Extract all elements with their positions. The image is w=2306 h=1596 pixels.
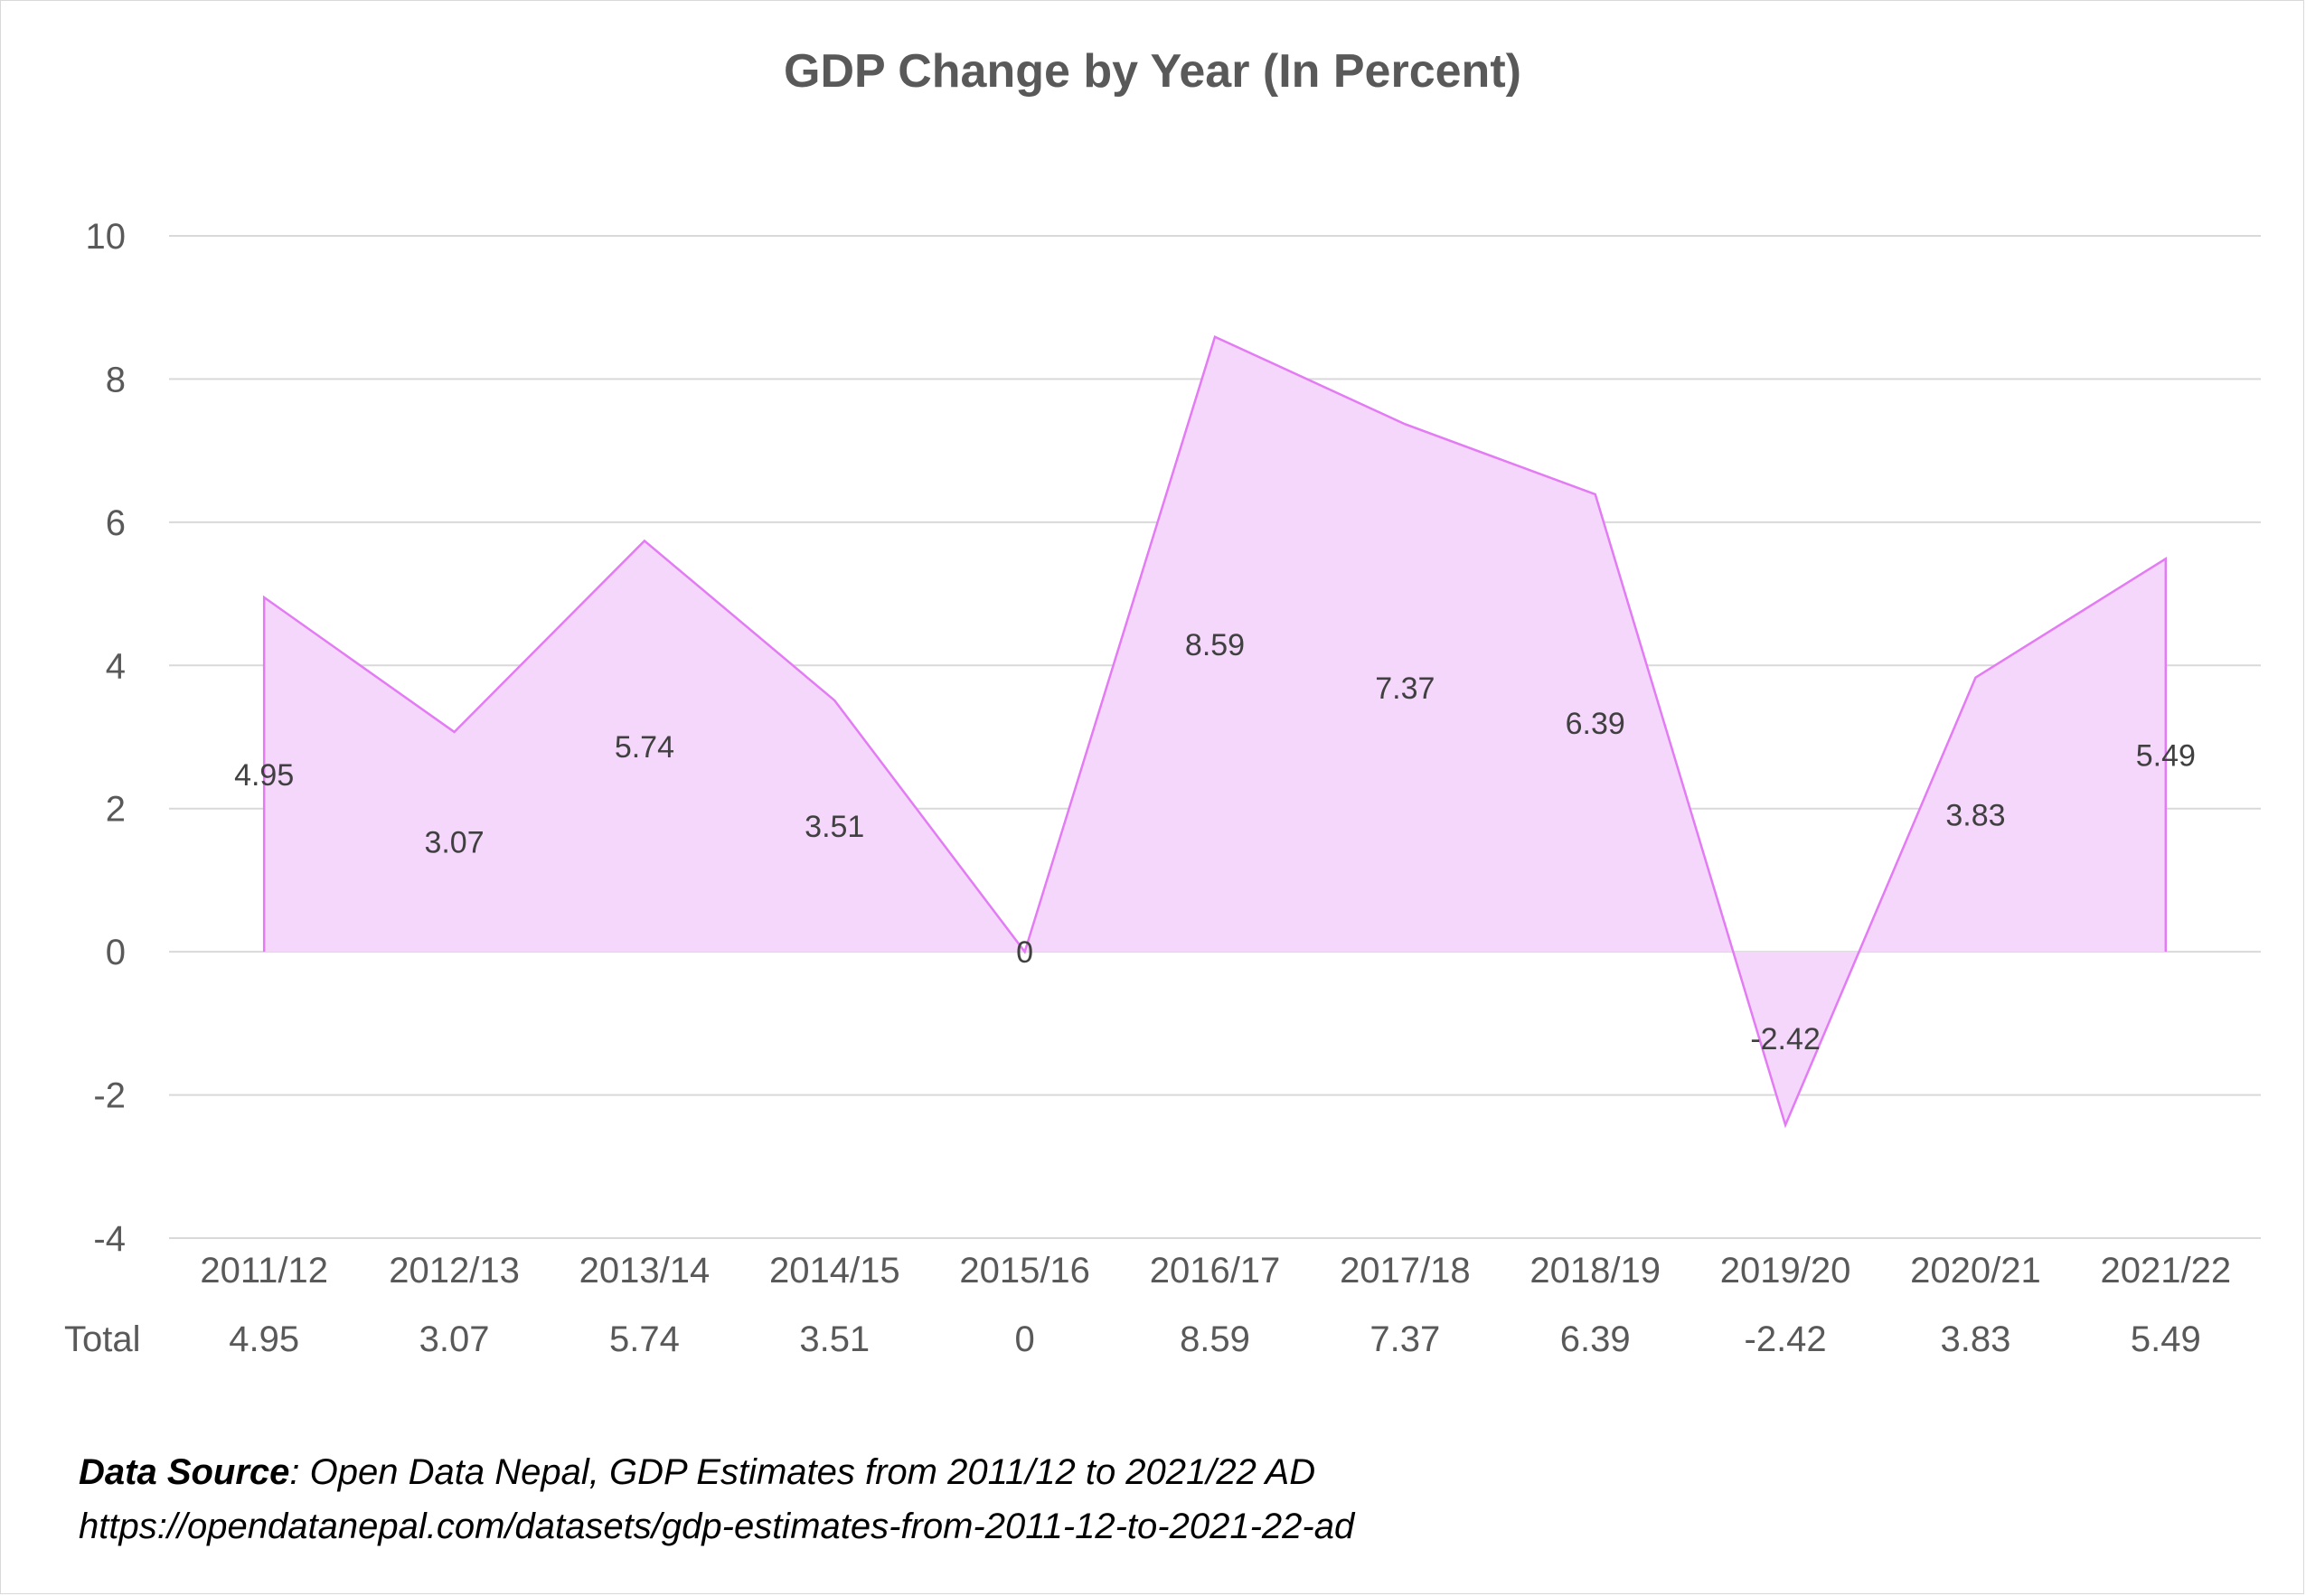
data-label: 3.07 — [424, 826, 484, 860]
data-table-cell: 3.83 — [1941, 1319, 2011, 1359]
data-label: 8.59 — [1185, 628, 1245, 662]
y-tick-label: -2 — [93, 1076, 126, 1116]
x-tick-label: 2017/18 — [1340, 1251, 1471, 1291]
x-tick-label: 2019/20 — [1720, 1251, 1851, 1291]
x-tick-label: 2021/22 — [2101, 1251, 2232, 1291]
data-source-line: Data Source: Open Data Nepal, GDP Estima… — [79, 1445, 2248, 1499]
area-series — [262, 334, 2168, 1129]
data-label: 5.49 — [2136, 739, 2196, 774]
data-source-text: : Open Data Nepal, GDP Estimates from 20… — [289, 1452, 1316, 1492]
data-source-url: https://opendatanepal.com/datasets/gdp-e… — [79, 1507, 1355, 1546]
x-tick-label: 2016/17 — [1150, 1251, 1281, 1291]
x-axis-ticks: 2011/12 2012/13 2013/14 2014/15 2015/16 2016/… — [200, 1251, 2231, 1291]
y-tick-label: 8 — [106, 360, 126, 399]
x-tick-label: 2014/15 — [769, 1251, 900, 1291]
data-label: 4.95 — [234, 758, 294, 793]
area-fill — [264, 336, 2166, 1125]
data-label: 6.39 — [1566, 707, 1625, 741]
data-table: Total 4.95 3.07 5.74 3.51 0 8.59 7.37 6.39 -2.42… — [64, 1319, 2201, 1359]
y-tick-label: 10 — [86, 217, 127, 257]
data-labels: 4.95 3.07 5.74 3.51 0 8.59 7.37 6.39 -2.42 3.83 5.… — [234, 628, 2196, 1056]
data-table-cell: 0 — [1015, 1319, 1035, 1359]
data-table-cell: 4.95 — [229, 1319, 299, 1359]
data-table-cell: 5.49 — [2131, 1319, 2201, 1359]
x-tick-label: 2015/16 — [959, 1251, 1090, 1291]
data-label: 3.83 — [1945, 798, 2005, 832]
data-label: 7.37 — [1375, 671, 1435, 706]
chart-title: GDP Change by Year (In Percent) — [784, 45, 1521, 98]
data-table-cell: 6.39 — [1560, 1319, 1631, 1359]
data-source-note: Data Source: Open Data Nepal, GDP Estima… — [79, 1445, 2248, 1554]
y-axis-ticks: -4 -2 0 2 4 6 8 10 — [86, 217, 127, 1259]
data-table-cell: 3.07 — [419, 1319, 490, 1359]
data-label: -2.42 — [1750, 1022, 1821, 1056]
y-tick-label: 0 — [106, 933, 126, 972]
data-table-row-label: Total — [64, 1319, 141, 1359]
data-table-cell: -2.42 — [1745, 1319, 1827, 1359]
data-table-cell: 7.37 — [1369, 1319, 1440, 1359]
data-label: 5.74 — [615, 730, 674, 765]
data-label: 3.51 — [805, 810, 864, 844]
x-tick-label: 2012/13 — [389, 1251, 520, 1291]
data-table-cell: 3.51 — [799, 1319, 870, 1359]
y-tick-label: -4 — [93, 1219, 126, 1259]
x-tick-label: 2013/14 — [579, 1251, 711, 1291]
x-tick-label: 2011/12 — [200, 1251, 328, 1291]
data-label: 0 — [1016, 935, 1033, 970]
y-tick-label: 6 — [106, 503, 126, 543]
x-tick-label: 2018/19 — [1529, 1251, 1661, 1291]
area-outline — [262, 334, 2168, 1129]
data-table-cell: 8.59 — [1180, 1319, 1250, 1359]
x-tick-label: 2020/21 — [1910, 1251, 2041, 1291]
data-source-label: Data Source — [79, 1452, 290, 1492]
y-tick-label: 4 — [106, 646, 126, 686]
data-table-cell: 5.74 — [609, 1319, 680, 1359]
y-tick-label: 2 — [106, 790, 126, 830]
